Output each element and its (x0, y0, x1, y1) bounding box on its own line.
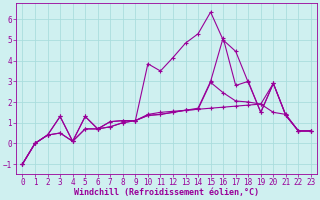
X-axis label: Windchill (Refroidissement éolien,°C): Windchill (Refroidissement éolien,°C) (74, 188, 259, 197)
